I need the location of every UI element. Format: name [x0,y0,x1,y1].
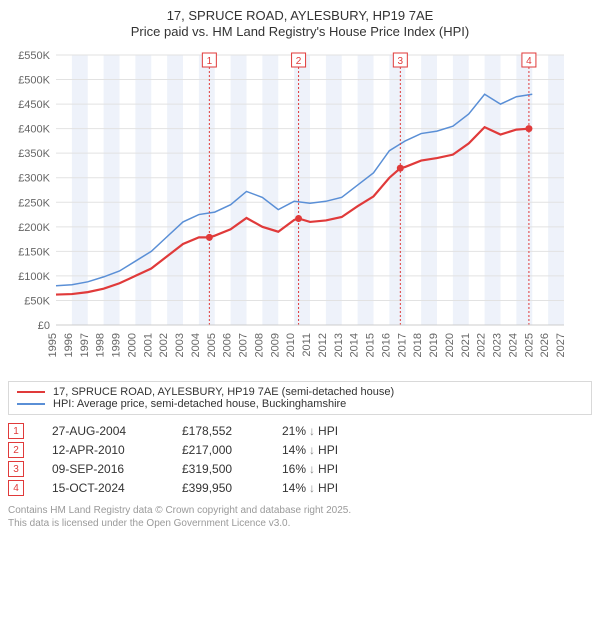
table-row: 1 27-AUG-2004 £178,552 21% ↓ HPI [8,423,592,439]
svg-text:2015: 2015 [365,333,377,357]
sale-price: £178,552 [182,424,282,438]
svg-text:2003: 2003 [174,333,186,357]
svg-text:2024: 2024 [507,333,519,357]
svg-text:2002: 2002 [158,333,170,357]
legend-label-paid: 17, SPRUCE ROAD, AYLESBURY, HP19 7AE (se… [53,386,394,398]
table-row: 2 12-APR-2010 £217,000 14% ↓ HPI [8,442,592,458]
footer-line2: This data is licensed under the Open Gov… [8,517,592,530]
table-row: 3 09-SEP-2016 £319,500 16% ↓ HPI [8,461,592,477]
arrow-down-icon: ↓ [309,424,315,438]
svg-text:1997: 1997 [79,333,91,357]
sale-diff: 14% ↓ HPI [282,481,338,495]
svg-text:2013: 2013 [333,333,345,357]
svg-text:2012: 2012 [317,333,329,357]
svg-text:£250K: £250K [18,197,50,209]
sales-table: 1 27-AUG-2004 £178,552 21% ↓ HPI 2 12-AP… [8,423,592,496]
arrow-down-icon: ↓ [309,462,315,476]
footer-line1: Contains HM Land Registry data © Crown c… [8,504,592,517]
sale-diff: 14% ↓ HPI [282,443,338,457]
svg-text:£350K: £350K [18,148,50,160]
svg-text:2010: 2010 [285,333,297,357]
svg-text:2005: 2005 [206,333,218,357]
svg-text:£450K: £450K [18,99,50,111]
svg-text:2: 2 [296,56,302,67]
legend-item-hpi: HPI: Average price, semi-detached house,… [17,398,583,410]
sale-number: 2 [8,442,24,458]
sale-price: £217,000 [182,443,282,457]
svg-text:£0: £0 [38,320,50,332]
svg-text:2006: 2006 [222,333,234,357]
svg-text:2011: 2011 [301,333,313,357]
sale-date: 12-APR-2010 [52,443,182,457]
svg-text:£500K: £500K [18,75,50,87]
sale-number: 4 [8,480,24,496]
svg-text:2001: 2001 [142,333,154,357]
sale-date: 09-SEP-2016 [52,462,182,476]
svg-text:£150K: £150K [18,246,50,258]
title-address: 17, SPRUCE ROAD, AYLESBURY, HP19 7AE [8,8,592,23]
svg-text:1: 1 [207,56,213,67]
svg-text:2019: 2019 [428,333,440,357]
sale-date: 27-AUG-2004 [52,424,182,438]
legend: 17, SPRUCE ROAD, AYLESBURY, HP19 7AE (se… [8,381,592,415]
footer-attribution: Contains HM Land Registry data © Crown c… [8,504,592,530]
arrow-down-icon: ↓ [309,481,315,495]
title-subtitle: Price paid vs. HM Land Registry's House … [8,24,592,39]
svg-text:2008: 2008 [253,333,265,357]
svg-text:£100K: £100K [18,271,50,283]
sale-number: 3 [8,461,24,477]
svg-text:2018: 2018 [412,333,424,357]
arrow-down-icon: ↓ [309,443,315,457]
svg-text:£300K: £300K [18,173,50,185]
chart-svg: £0 £50K £100K £150K £200K £250K £300K £350K £400… [8,45,568,375]
svg-text:4: 4 [526,56,532,67]
sale-number: 1 [8,423,24,439]
svg-text:1996: 1996 [63,333,75,357]
sale-diff: 21% ↓ HPI [282,424,338,438]
price-chart: £0 £50K £100K £150K £200K £250K £300K £350K £400… [8,45,592,375]
legend-item-paid: 17, SPRUCE ROAD, AYLESBURY, HP19 7AE (se… [17,386,583,398]
sale-date: 15-OCT-2024 [52,481,182,495]
svg-text:£400K: £400K [18,124,50,136]
svg-text:2016: 2016 [380,333,392,357]
svg-text:3: 3 [398,56,404,67]
svg-text:2022: 2022 [476,333,488,357]
svg-text:2004: 2004 [190,333,202,357]
svg-text:2009: 2009 [269,333,281,357]
svg-text:£200K: £200K [18,222,50,234]
svg-text:2023: 2023 [492,333,504,357]
sale-price: £319,500 [182,462,282,476]
svg-text:1998: 1998 [95,333,107,357]
svg-text:£50K: £50K [24,295,50,307]
svg-text:2021: 2021 [460,333,472,357]
legend-swatch-hpi [17,403,45,405]
svg-text:£550K: £550K [18,50,50,62]
svg-text:2007: 2007 [238,333,250,357]
legend-swatch-paid [17,391,45,393]
svg-text:1999: 1999 [111,333,123,357]
svg-text:2017: 2017 [396,333,408,357]
svg-text:2014: 2014 [349,333,361,357]
svg-text:2020: 2020 [444,333,456,357]
sale-price: £399,950 [182,481,282,495]
sale-diff: 16% ↓ HPI [282,462,338,476]
legend-label-hpi: HPI: Average price, semi-detached house,… [53,398,346,410]
svg-text:2026: 2026 [539,333,551,357]
svg-text:2025: 2025 [523,333,535,357]
chart-title: 17, SPRUCE ROAD, AYLESBURY, HP19 7AE Pri… [8,8,592,39]
svg-text:1995: 1995 [47,333,59,357]
table-row: 4 15-OCT-2024 £399,950 14% ↓ HPI [8,480,592,496]
svg-text:2027: 2027 [555,333,567,357]
svg-text:2000: 2000 [126,333,138,357]
